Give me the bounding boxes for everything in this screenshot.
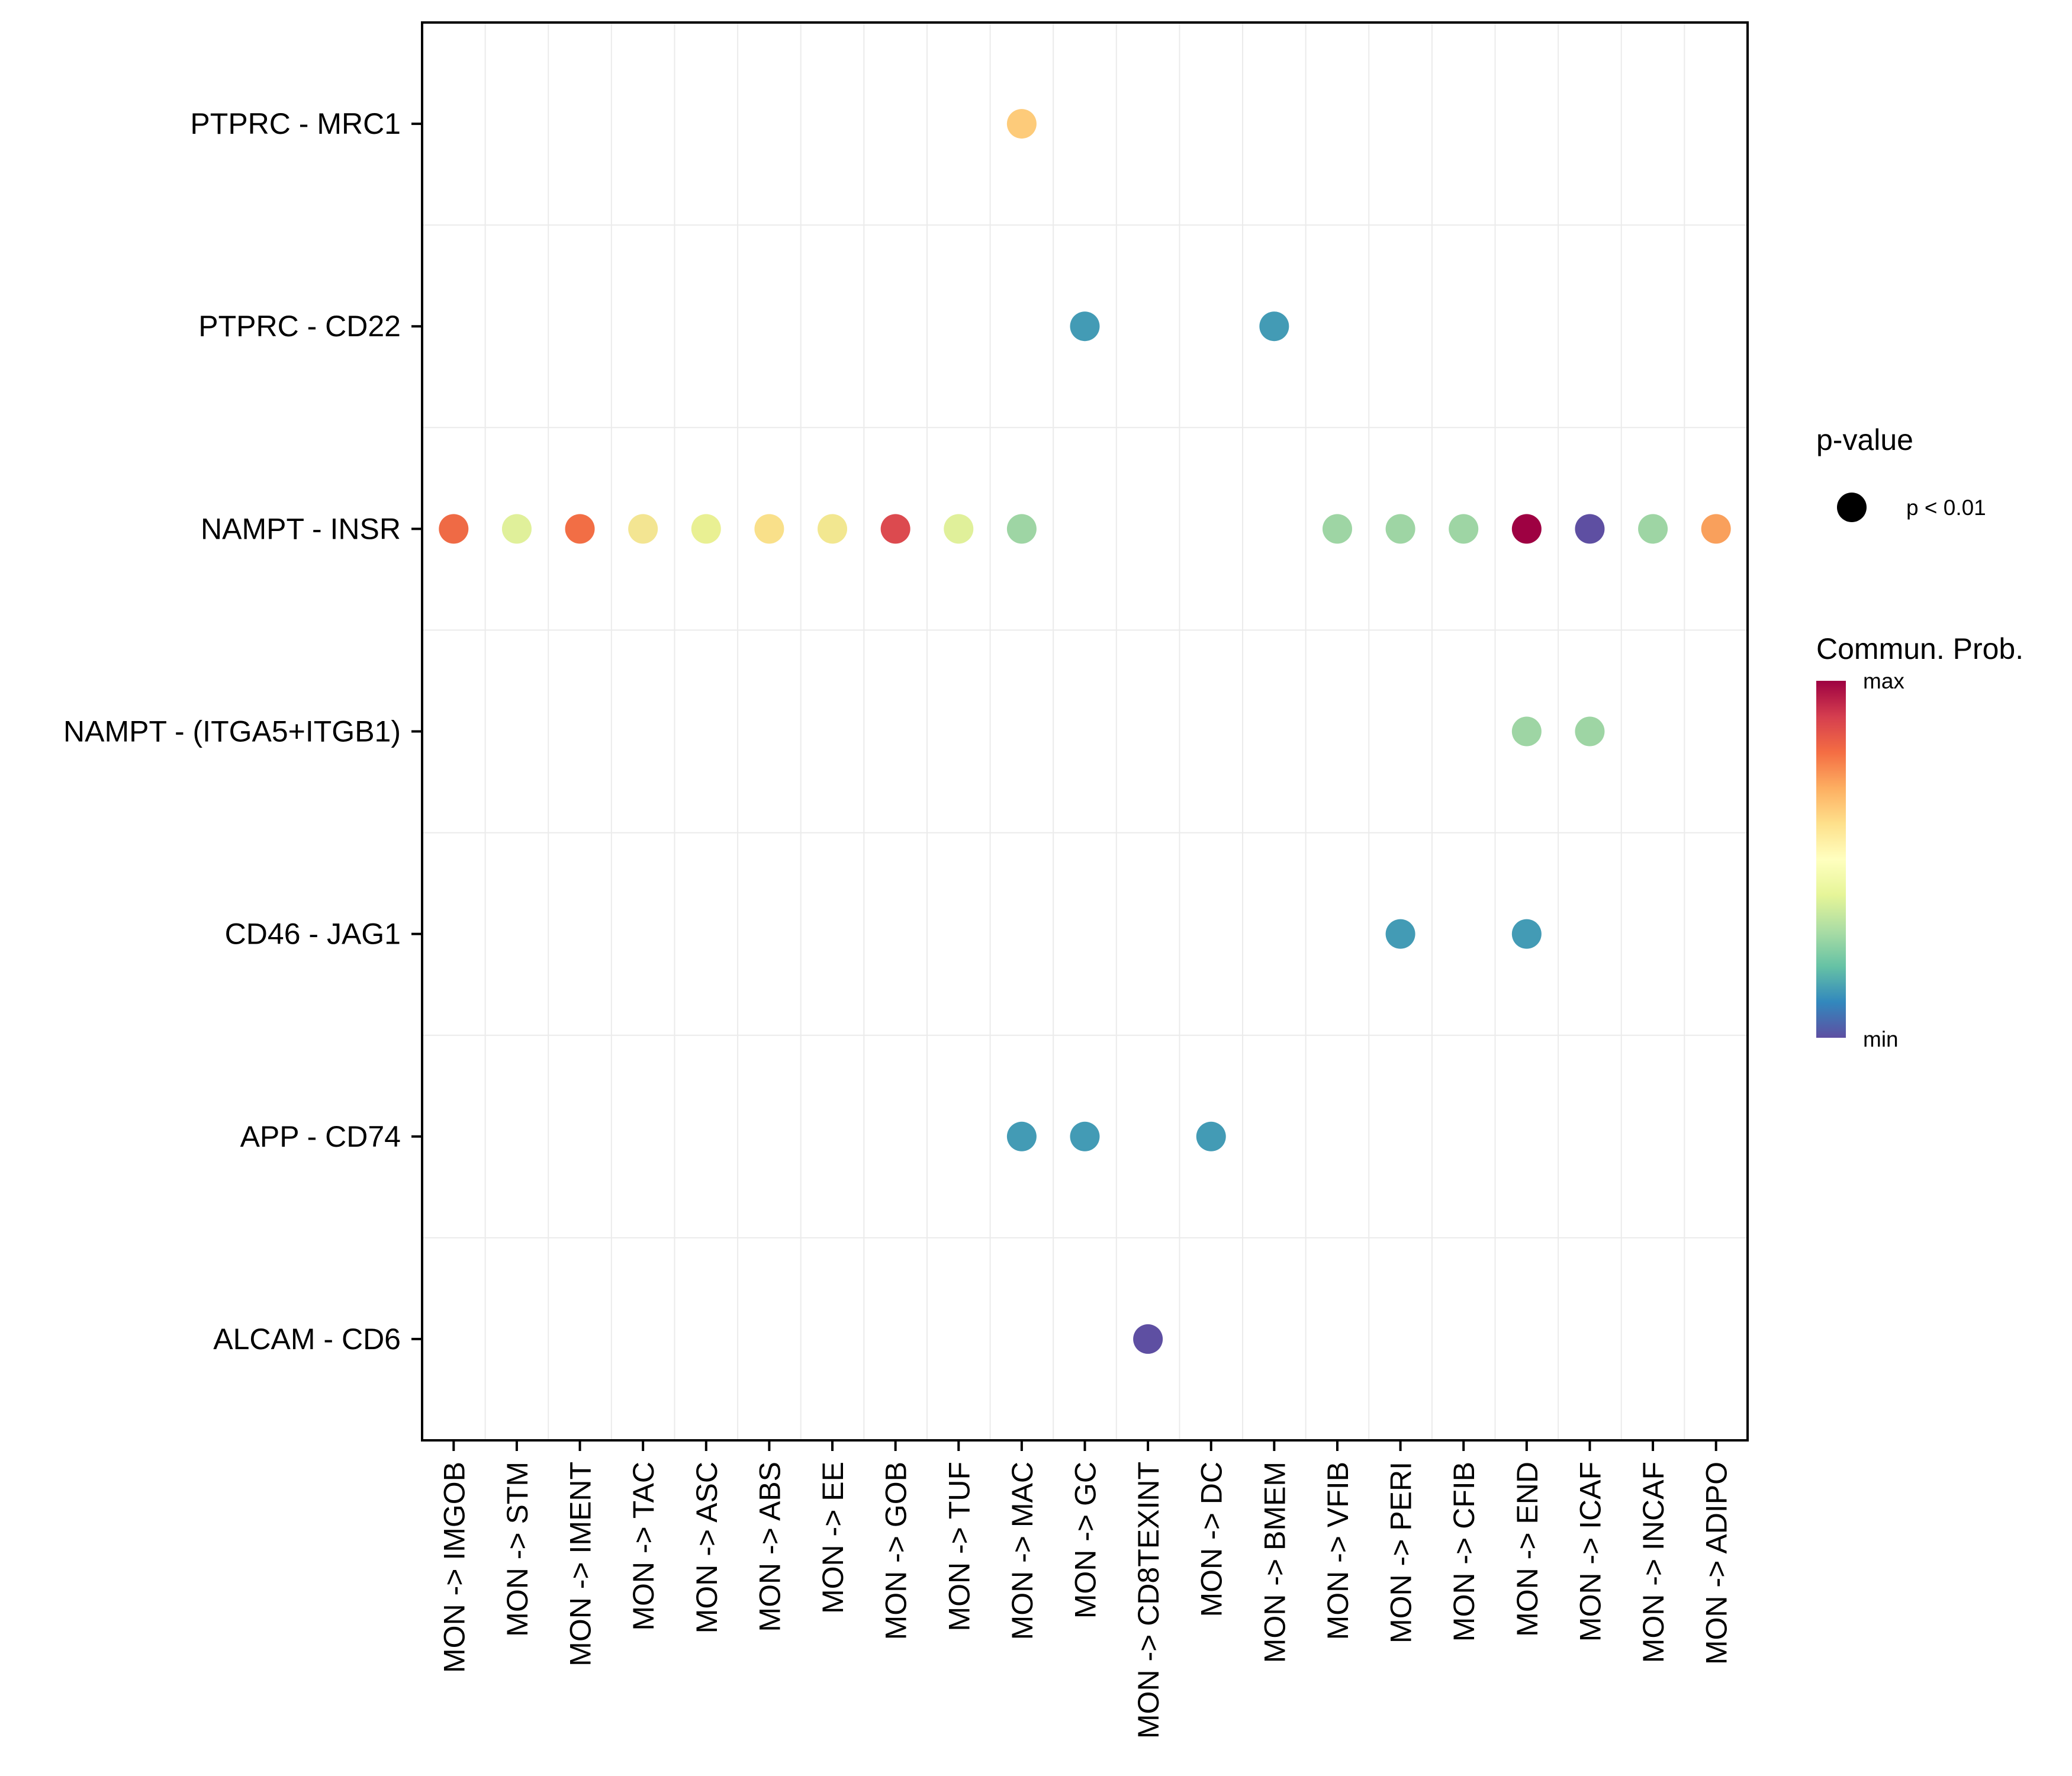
x-tick-label: MON -> ABS	[753, 1462, 786, 1632]
data-point	[1006, 1121, 1037, 1151]
y-axis: PTPRC - MRC1 PTPRC - CD22 NAMPT - INSR NAMP…	[63, 107, 422, 1356]
data-point	[1133, 1324, 1163, 1354]
x-tick-label: MON -> GC	[1069, 1462, 1102, 1619]
legend-pvalue-title: p-value	[1816, 423, 1913, 456]
y-tick-label: ALCAM - CD6	[213, 1323, 401, 1356]
data-point	[1385, 514, 1415, 544]
data-point	[1070, 1121, 1100, 1151]
data-point	[1511, 514, 1542, 544]
data-point	[1385, 919, 1415, 949]
legend: p-value p < 0.01 Commun. Prob. max min	[1816, 423, 2023, 1051]
data-point	[1511, 716, 1542, 747]
x-tick-label: MON -> VFIB	[1321, 1462, 1354, 1640]
data-point	[1511, 919, 1542, 949]
data-points	[439, 109, 1731, 1354]
legend-pvalue-label: p < 0.01	[1906, 496, 1986, 520]
legend-colorbar	[1816, 681, 1846, 1038]
x-tick-label: MON -> STM	[501, 1462, 534, 1637]
x-tick-label: MON -> BMEM	[1258, 1462, 1291, 1663]
data-point	[1006, 109, 1037, 139]
x-tick-label: MON -> ASC	[690, 1462, 723, 1633]
data-point	[565, 514, 595, 544]
x-tick-label: MON -> ICAF	[1574, 1462, 1607, 1642]
data-point	[754, 514, 784, 544]
y-tick-label: PTPRC - CD22	[198, 310, 401, 343]
y-tick-label: PTPRC - MRC1	[190, 107, 401, 140]
x-axis: MON -> IMGOB MON -> STM MON -> IMENT MON ->…	[437, 1440, 1733, 1739]
data-point	[1575, 716, 1605, 747]
x-tick-label: MON -> MAC	[1006, 1462, 1039, 1640]
data-point	[1701, 514, 1731, 544]
legend-pvalue-dot	[1837, 493, 1867, 522]
data-point	[1322, 514, 1352, 544]
data-point	[628, 514, 658, 544]
x-tick-label: MON -> ADIPO	[1700, 1462, 1733, 1665]
x-tick-label: MON -> EE	[816, 1462, 850, 1614]
x-tick-label: MON -> IMGOB	[437, 1462, 471, 1673]
data-point	[944, 514, 974, 544]
data-point	[439, 514, 469, 544]
y-tick-label: NAMPT - (ITGA5+ITGB1)	[63, 715, 401, 748]
grid-lines	[422, 22, 1748, 1440]
data-point	[691, 514, 721, 544]
data-point	[818, 514, 848, 544]
data-point	[1575, 514, 1605, 544]
x-tick-label: MON -> IMENT	[564, 1462, 597, 1666]
y-tick-label: APP - CD74	[240, 1120, 401, 1153]
x-tick-label: MON -> INCAF	[1637, 1462, 1670, 1663]
y-tick-label: CD46 - JAG1	[225, 918, 401, 951]
y-tick-label: NAMPT - INSR	[201, 512, 401, 545]
data-point	[1006, 514, 1037, 544]
data-point	[501, 514, 532, 544]
x-tick-label: MON -> CFIB	[1447, 1462, 1481, 1642]
data-point	[1259, 311, 1289, 342]
legend-color-title: Commun. Prob.	[1816, 632, 2023, 665]
x-tick-label: MON -> END	[1511, 1462, 1544, 1637]
data-point	[1196, 1121, 1226, 1151]
data-point	[1638, 514, 1668, 544]
legend-colorbar-min-label: min	[1863, 1027, 1899, 1051]
data-point	[1070, 311, 1100, 342]
x-tick-label: MON -> TAC	[627, 1462, 660, 1631]
legend-colorbar-max-label: max	[1863, 669, 1904, 693]
x-tick-label: MON -> GOB	[880, 1462, 913, 1640]
x-tick-label: MON -> TUF	[942, 1462, 976, 1632]
x-tick-label: MON -> DC	[1195, 1462, 1228, 1617]
data-point	[1449, 514, 1479, 544]
x-tick-label: MON -> PERI	[1385, 1462, 1418, 1643]
data-point	[880, 514, 910, 544]
x-tick-label: MON -> CD8TEXINT	[1132, 1462, 1165, 1739]
